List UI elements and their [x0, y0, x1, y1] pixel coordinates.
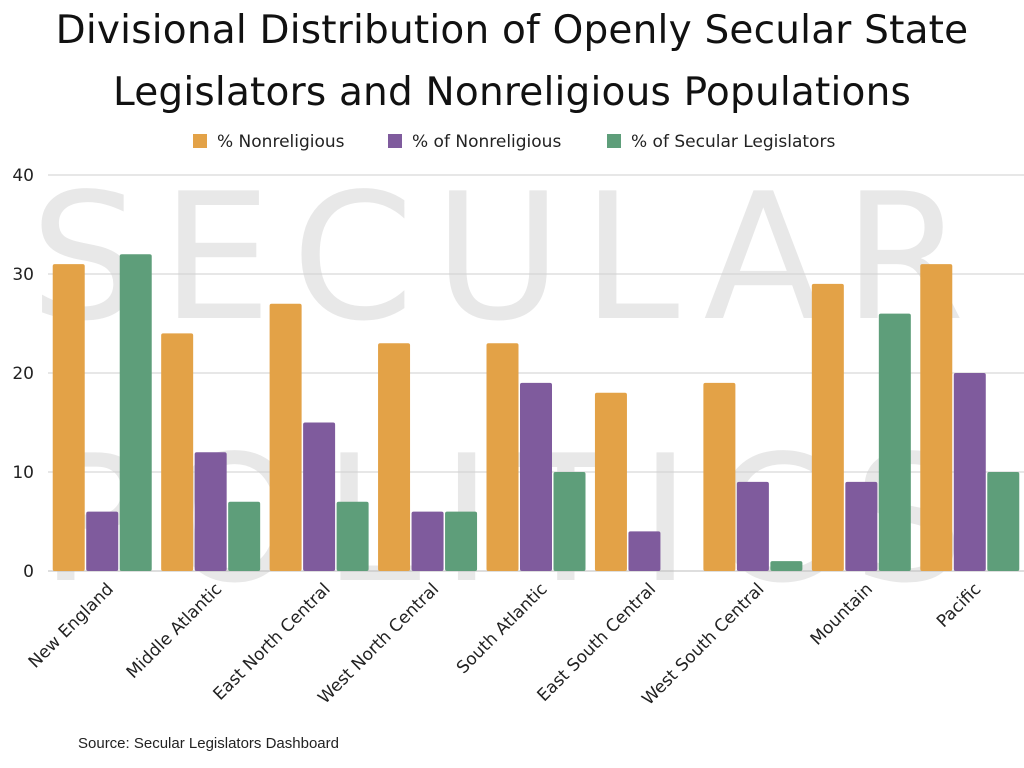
- y-tick-label: 40: [12, 166, 34, 186]
- source-note: Source: Secular Legislators Dashboard: [78, 735, 339, 752]
- bar-of-secular-legislators-mountain: [878, 313, 911, 571]
- watermark-line-1: SECULAR: [30, 157, 985, 360]
- chart-title: Divisional Distribution of Openly Secula…: [0, 0, 1024, 124]
- chart-title-line-2: Legislators and Nonreligious Populations: [112, 70, 912, 115]
- chart-title-line-1: Divisional Distribution of Openly Secula…: [55, 8, 969, 53]
- bar-of-nonreligious-south-atlantic: [520, 382, 552, 571]
- bar-nonreligious-middle-atlantic: [161, 333, 194, 571]
- bar-of-nonreligious-pacific: [953, 373, 986, 571]
- bar-nonreligious-pacific: [920, 264, 953, 571]
- bar-of-secular-legislators-new-england: [119, 254, 152, 571]
- bar-of-secular-legislators-west-south-central: [770, 561, 803, 571]
- y-tick-label: 30: [12, 265, 34, 285]
- y-tick-label: 20: [12, 364, 34, 384]
- bar-of-secular-legislators-south-atlantic: [553, 472, 586, 571]
- bar-nonreligious-east-north-central: [269, 303, 302, 571]
- bar-of-nonreligious-middle-atlantic: [194, 452, 227, 571]
- y-tick-label: 10: [12, 463, 34, 483]
- bar-of-nonreligious-mountain: [845, 481, 878, 571]
- bar-of-nonreligious-west-north-central: [411, 511, 444, 571]
- legend-label: % of Nonreligious: [412, 132, 561, 152]
- bar-of-nonreligious-east-north-central: [303, 422, 336, 571]
- y-tick-label: 0: [23, 562, 34, 582]
- bar-of-nonreligious-new-england: [86, 511, 119, 571]
- bar-nonreligious-south-atlantic: [486, 343, 519, 571]
- legend-swatch: [193, 134, 207, 148]
- bar-of-secular-legislators-east-north-central: [336, 501, 369, 571]
- bar-nonreligious-mountain: [811, 283, 844, 571]
- legend-label: % Nonreligious: [217, 132, 345, 152]
- bar-nonreligious-west-south-central: [703, 382, 736, 571]
- bar-of-secular-legislators-west-north-central: [445, 511, 478, 571]
- bar-nonreligious-west-north-central: [378, 343, 411, 571]
- bars: [52, 254, 1020, 571]
- y-axis: 0 10 20 30 40: [12, 166, 34, 582]
- bar-of-secular-legislators-middle-atlantic: [228, 501, 261, 571]
- bar-nonreligious-east-south-central: [594, 392, 627, 571]
- legend-swatch: [388, 134, 402, 148]
- legend-swatch: [607, 134, 621, 148]
- bar-of-nonreligious-west-south-central: [736, 481, 769, 571]
- bar-of-nonreligious-east-south-central: [628, 531, 661, 571]
- legend: % Nonreligious % of Nonreligious % of Secu…: [193, 132, 835, 152]
- bar-of-secular-legislators-pacific: [987, 472, 1020, 571]
- legend-label: % of Secular Legislators: [631, 132, 835, 152]
- bar-nonreligious-new-england: [52, 264, 85, 571]
